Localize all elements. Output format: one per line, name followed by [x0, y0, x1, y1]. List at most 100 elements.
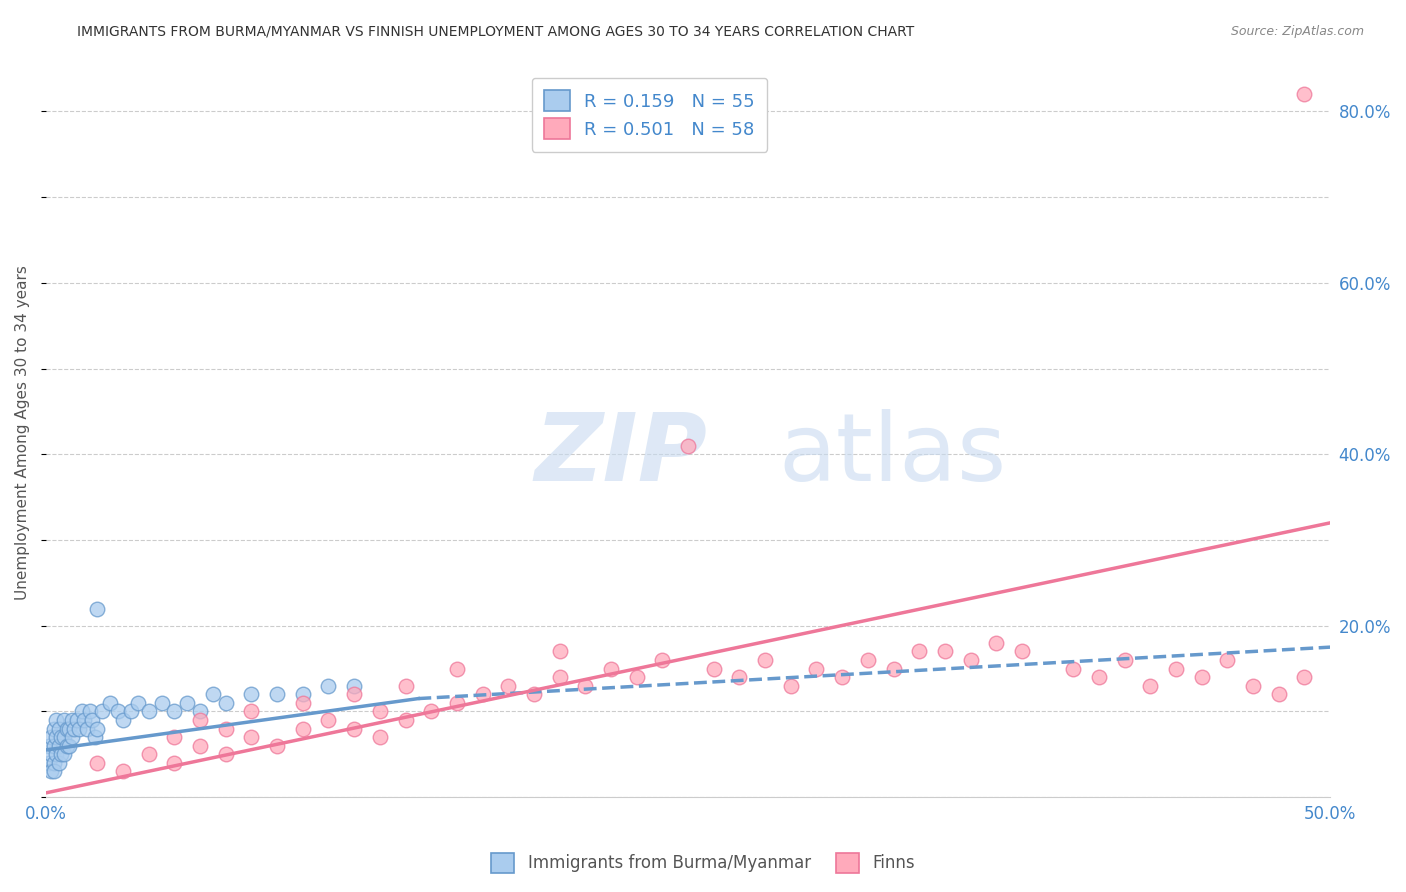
- Point: [1011, 644, 1033, 658]
- Point: [188, 713, 211, 727]
- Point: [86, 756, 108, 770]
- Point: [163, 730, 186, 744]
- Point: [291, 687, 314, 701]
- Point: [51, 730, 73, 744]
- Point: [651, 653, 673, 667]
- Point: [39, 747, 62, 762]
- Point: [215, 722, 238, 736]
- Point: [240, 705, 263, 719]
- Point: [291, 696, 314, 710]
- Point: [201, 687, 224, 701]
- Point: [48, 739, 70, 753]
- Point: [138, 705, 160, 719]
- Point: [266, 739, 288, 753]
- Text: ZIP: ZIP: [534, 409, 707, 500]
- Point: [188, 705, 211, 719]
- Point: [67, 722, 90, 736]
- Point: [42, 764, 65, 779]
- Point: [58, 722, 80, 736]
- Point: [548, 644, 571, 658]
- Point: [600, 662, 623, 676]
- Point: [446, 662, 468, 676]
- Text: atlas: atlas: [778, 409, 1007, 500]
- Point: [111, 713, 134, 727]
- Point: [39, 730, 62, 744]
- Point: [1114, 653, 1136, 667]
- Point: [1164, 662, 1187, 676]
- Point: [343, 687, 366, 701]
- Point: [58, 739, 80, 753]
- Point: [728, 670, 751, 684]
- Point: [150, 696, 173, 710]
- Point: [831, 670, 853, 684]
- Point: [1191, 670, 1213, 684]
- Point: [120, 705, 142, 719]
- Point: [291, 722, 314, 736]
- Point: [82, 713, 104, 727]
- Point: [446, 696, 468, 710]
- Point: [394, 713, 416, 727]
- Point: [45, 730, 67, 744]
- Y-axis label: Unemployment Among Ages 30 to 34 years: Unemployment Among Ages 30 to 34 years: [15, 266, 30, 600]
- Point: [1294, 670, 1316, 684]
- Point: [986, 636, 1008, 650]
- Point: [42, 739, 65, 753]
- Point: [48, 756, 70, 770]
- Point: [908, 644, 931, 658]
- Point: [318, 679, 340, 693]
- Point: [51, 747, 73, 762]
- Text: IMMIGRANTS FROM BURMA/MYANMAR VS FINNISH UNEMPLOYMENT AMONG AGES 30 TO 34 YEARS : IMMIGRANTS FROM BURMA/MYANMAR VS FINNISH…: [77, 25, 914, 39]
- Point: [38, 739, 60, 753]
- Point: [76, 722, 98, 736]
- Point: [55, 722, 77, 736]
- Point: [574, 679, 596, 693]
- Point: [52, 747, 75, 762]
- Point: [127, 696, 149, 710]
- Point: [1088, 670, 1111, 684]
- Point: [45, 713, 67, 727]
- Point: [70, 705, 93, 719]
- Point: [523, 687, 546, 701]
- Point: [420, 705, 443, 719]
- Point: [66, 713, 89, 727]
- Point: [318, 713, 340, 727]
- Point: [779, 679, 801, 693]
- Point: [1241, 679, 1264, 693]
- Point: [240, 730, 263, 744]
- Point: [91, 705, 114, 719]
- Point: [368, 730, 391, 744]
- Point: [368, 705, 391, 719]
- Text: Source: ZipAtlas.com: Source: ZipAtlas.com: [1230, 25, 1364, 38]
- Point: [163, 756, 186, 770]
- Point: [959, 653, 981, 667]
- Legend: Immigrants from Burma/Myanmar, Finns: Immigrants from Burma/Myanmar, Finns: [484, 847, 922, 880]
- Point: [55, 739, 77, 753]
- Point: [48, 722, 70, 736]
- Point: [111, 764, 134, 779]
- Point: [343, 722, 366, 736]
- Point: [86, 722, 108, 736]
- Point: [42, 756, 65, 770]
- Point: [45, 747, 67, 762]
- Point: [215, 696, 238, 710]
- Point: [86, 601, 108, 615]
- Point: [42, 722, 65, 736]
- Point: [1268, 687, 1291, 701]
- Point: [138, 747, 160, 762]
- Point: [38, 756, 60, 770]
- Legend: R = 0.159   N = 55, R = 0.501   N = 58: R = 0.159 N = 55, R = 0.501 N = 58: [531, 78, 768, 152]
- Point: [60, 713, 83, 727]
- Point: [176, 696, 198, 710]
- Point: [856, 653, 879, 667]
- Point: [52, 730, 75, 744]
- Point: [107, 705, 129, 719]
- Point: [83, 730, 105, 744]
- Point: [79, 705, 101, 719]
- Point: [73, 713, 96, 727]
- Point: [548, 670, 571, 684]
- Point: [703, 662, 725, 676]
- Point: [754, 653, 776, 667]
- Point: [1139, 679, 1161, 693]
- Point: [806, 662, 828, 676]
- Point: [498, 679, 520, 693]
